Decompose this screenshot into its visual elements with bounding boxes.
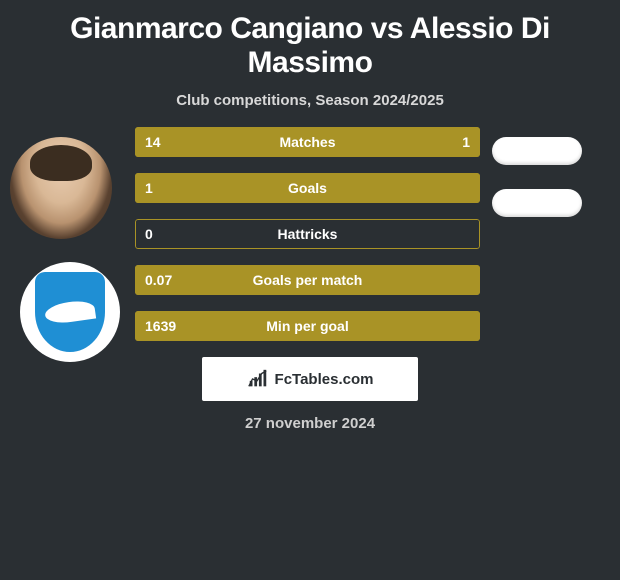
club-crest-icon [35,272,105,352]
branding-badge: FcTables.com [202,357,418,401]
bar-value-left: 14 [145,134,161,150]
chart-icon [247,368,269,390]
pill-1 [492,137,582,165]
bar-label: Matches [279,134,335,150]
right-pills [492,137,582,241]
bar-row: 1 Goals [135,173,480,203]
bar-value-left: 0 [145,226,153,242]
bar-row: 14 1 Matches [135,127,480,157]
bar-label: Min per goal [266,318,348,334]
bar-row: 0.07 Goals per match [135,265,480,295]
bar-row: 1639 Min per goal [135,311,480,341]
pill-2 [492,189,582,217]
player1-avatar [10,137,112,239]
page-subtitle: Club competitions, Season 2024/2025 [0,92,620,109]
page-title: Gianmarco Cangiano vs Alessio Di Massimo [0,0,620,84]
bar-fill-left [135,127,404,157]
player2-avatar [20,262,120,362]
bar-label: Goals [288,180,327,196]
branding-text: FcTables.com [275,371,374,388]
bar-value-left: 0.07 [145,272,172,288]
bar-value-right: 1 [462,134,470,150]
bar-value-left: 1639 [145,318,176,334]
bar-value-left: 1 [145,180,153,196]
bar-label: Hattricks [278,226,338,242]
comparison-content: 14 1 Matches 1 Goals 0 Hattricks 0.07 Goals per … [0,127,620,432]
comparison-bars: 14 1 Matches 1 Goals 0 Hattricks 0.07 Goals per … [135,127,480,341]
bar-label: Goals per match [253,272,363,288]
date-text: 27 november 2024 [0,415,620,432]
bar-row: 0 Hattricks [135,219,480,249]
